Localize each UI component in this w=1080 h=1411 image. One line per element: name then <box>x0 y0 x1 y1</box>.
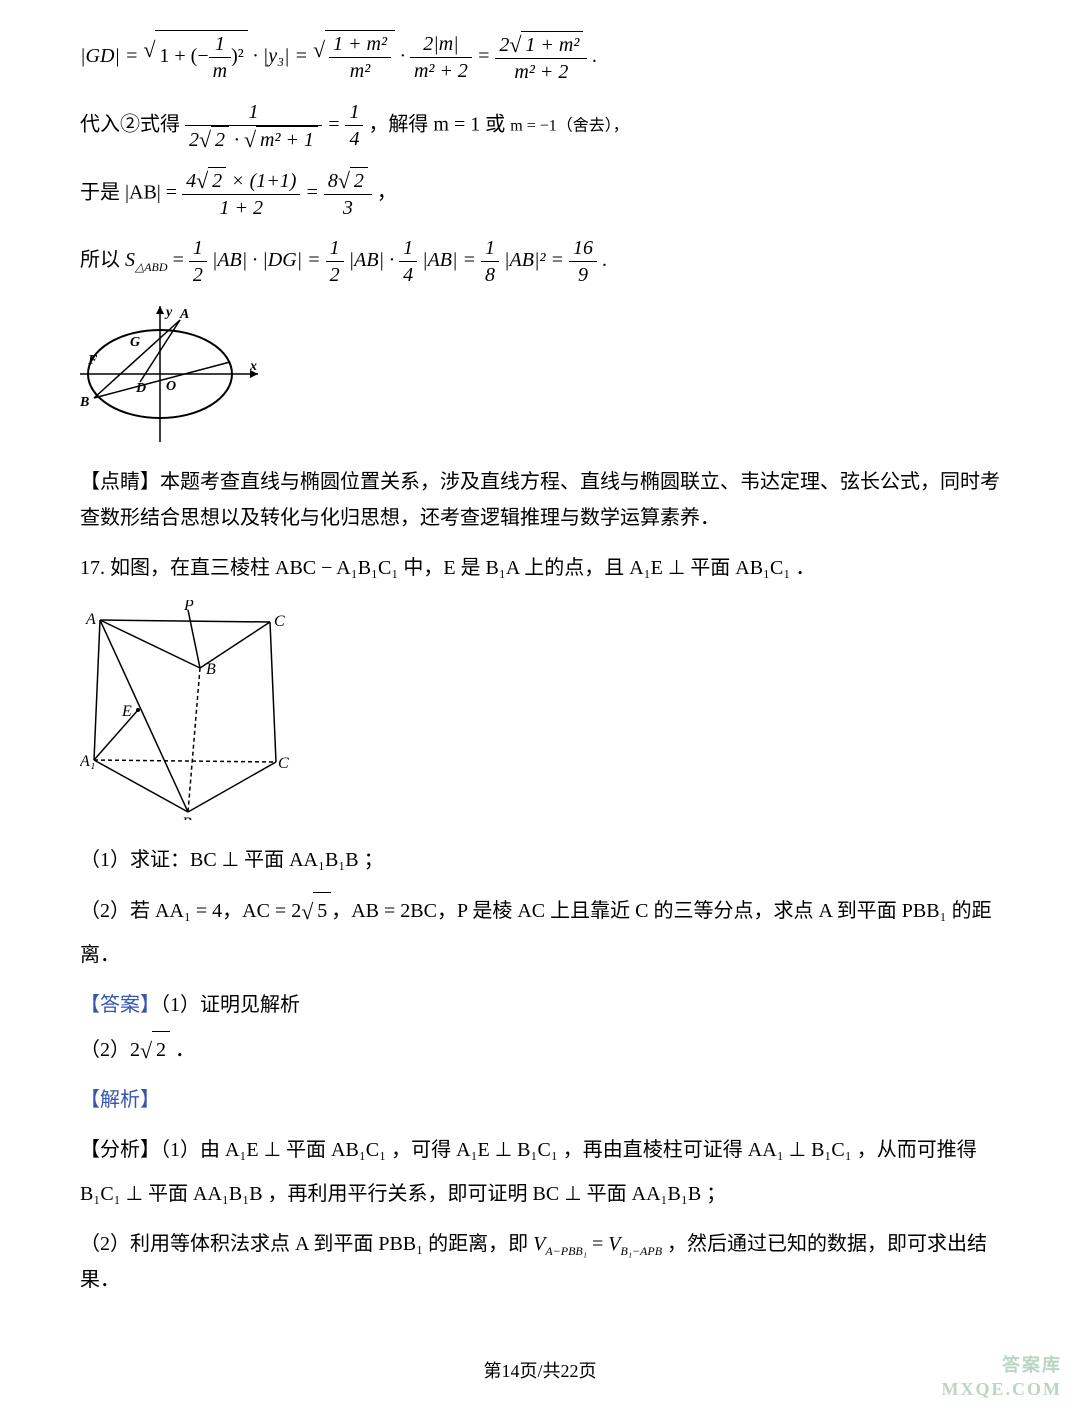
svg-text:A₁: A₁ <box>80 753 95 770</box>
sqrt-2: 1 + m²m² <box>313 30 395 84</box>
fenxi-line1: 【分析】（1）由 A₁E ⊥ 平面 AB₁C₁ ，可得 A₁E ⊥ B₁C₁ ，… <box>80 1132 1000 1168</box>
svg-text:C: C <box>274 613 285 630</box>
equation-gd: |GD| = 1 + (−1m)² · |y₃| = 1 + m²m² · 2|… <box>80 30 1000 85</box>
frac-3: 2|m|m² + 2 <box>410 31 472 84</box>
part2-line: （2）利用等体积法求点 A 到平面 PBB₁ 的距离，即 VA−PBB₁ = V… <box>80 1226 1000 1299</box>
svg-text:D: D <box>135 381 146 396</box>
answer-block: 【答案】（1）证明见解析 <box>80 987 1000 1023</box>
equation-ab: 于是 |AB| = 42 × (1+1) 1 + 2 = 82 3 ， <box>80 167 1000 221</box>
fenxi-line2: B₁C₁ ⊥ 平面 AA₁B₁B ，再利用平行关系，即可证明 BC ⊥ 平面 A… <box>80 1176 1000 1212</box>
gd-lhs: |GD| = <box>80 45 138 67</box>
q17-part2-line2: 离． <box>80 937 1000 973</box>
svg-text:x: x <box>249 359 257 374</box>
prism-svg: A P C B E A₁ C₁ B₁ <box>80 600 290 820</box>
svg-text:E: E <box>121 703 132 720</box>
equation-sub2: 代入②式得 1 22 · m² + 1 = 14 ，解得 m = 1 或 m =… <box>80 99 1000 153</box>
jiexi-label: 【解析】 <box>80 1082 1000 1118</box>
dianjing-text: 【点睛】本题考查直线与椭圆位置关系，涉及直线方程、直线与椭圆联立、韦达定理、弦长… <box>80 464 1000 536</box>
equation-area: 所以 S△ABD = 12 |AB| · |DG| = 12 |AB| · 14… <box>80 235 1000 288</box>
svg-text:O: O <box>166 379 176 394</box>
q17-part1: （1）求证：BC ⊥ 平面 AA₁B₁B ； <box>80 842 1000 878</box>
svg-text:B: B <box>206 661 216 678</box>
answer-2: （2）22 ． <box>80 1031 1000 1068</box>
svg-text:A: A <box>179 307 189 322</box>
svg-text:G: G <box>130 335 140 350</box>
svg-text:y: y <box>164 305 173 320</box>
svg-text:A: A <box>85 611 96 628</box>
q17-intro: 17. 如图，在直三棱柱 ABC − A₁B₁C₁ 中，E 是 B₁A 上的点，… <box>80 550 1000 586</box>
answer-label: 【答案】 <box>80 994 160 1016</box>
prism-figure: A P C B E A₁ C₁ B₁ <box>80 600 1000 832</box>
svg-text:P: P <box>183 600 194 614</box>
frac-eq2: 1 22 · m² + 1 <box>185 99 322 153</box>
frac-eq3b: 82 3 <box>324 167 372 221</box>
page-number: 第14页/共22页 <box>0 1355 1080 1387</box>
ellipse-svg: y x A G F B D O <box>80 302 260 442</box>
svg-text:C₁: C₁ <box>278 755 290 772</box>
frac-4: 21 + m² m² + 2 <box>495 31 587 85</box>
svg-text:B: B <box>80 395 89 410</box>
svg-text:B₁: B₁ <box>182 815 197 820</box>
q17-part2-line1: （2）若 AA₁ = 4，AC = 25，AB = 2BC，P 是棱 AC 上且… <box>80 892 1000 929</box>
svg-text:F: F <box>87 353 98 368</box>
ellipse-figure: y x A G F B D O <box>80 302 1000 454</box>
frac-eq3a: 42 × (1+1) 1 + 2 <box>182 167 300 221</box>
sqrt-1: 1 + (−1m)² <box>143 30 247 84</box>
